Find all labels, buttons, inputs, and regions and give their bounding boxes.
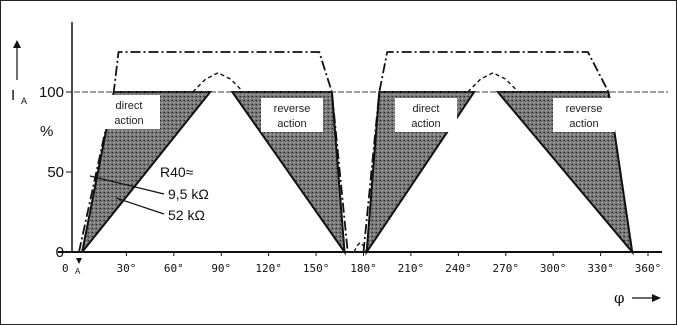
r40-annotation: R40≈ 9,5 kΩ 52 kΩ — [89, 164, 209, 223]
direct-action-line2: action — [114, 115, 143, 127]
x-tick-label: 360° — [635, 262, 662, 275]
y-axis-label: I — [11, 87, 15, 104]
x-tick-label: 180° — [350, 262, 377, 275]
origin-label: 0 — [62, 262, 69, 275]
x-tick-label: 210° — [398, 262, 425, 275]
y-axis-unit: % — [40, 123, 53, 140]
label-reverse-action-1: reverse action — [261, 98, 323, 132]
x-axis-label: φ — [614, 289, 625, 307]
r40-leader-high — [115, 197, 165, 215]
y-axis-label-group: I A % — [11, 40, 53, 140]
direct-action2-line1: direct — [413, 103, 440, 115]
r40-label: R40≈ — [160, 164, 194, 180]
x-tick-label: 30° — [116, 262, 136, 275]
series-line-dash-dot-1 — [78, 51, 349, 253]
y-tick-label: 50 — [47, 164, 64, 181]
r40-high-value: 52 kΩ — [168, 207, 205, 223]
y-tick-label: 100 — [39, 84, 64, 101]
r40-low-value: 9,5 kΩ — [168, 186, 209, 202]
y-tick-labels: 0 50 100 — [39, 84, 72, 261]
x-tick-label: 90° — [211, 262, 231, 275]
x-tick-label: 270° — [493, 262, 520, 275]
x-axis-label-group: φ — [614, 289, 661, 307]
reverse-action-line1: reverse — [274, 103, 311, 115]
x-arrow-head-icon — [652, 294, 661, 302]
label-direct-action-1: direct action — [99, 95, 160, 129]
series-line-dashed-2 — [467, 72, 519, 93]
y-arrow-head-icon — [13, 40, 21, 48]
x-tick-label: 120° — [255, 262, 282, 275]
origin-marker-label: A — [75, 267, 81, 276]
x-tick-label: 300° — [540, 262, 567, 275]
x-tick-label: 150° — [303, 262, 330, 275]
origin-marker-icon — [76, 258, 82, 264]
direct-action-line1: direct — [116, 100, 143, 112]
x-tick-label: 240° — [445, 262, 472, 275]
y-axis-label-sub: A — [21, 96, 27, 106]
reverse-action2-line2: action — [569, 118, 598, 130]
reverse-action2-line1: reverse — [566, 103, 603, 115]
x-tick-label: 60° — [164, 262, 184, 275]
x-tick-label: 330° — [587, 262, 614, 275]
label-direct-action-2: direct action — [395, 98, 457, 132]
x-tick-labels: 30° 60° 90° 120° 150° 180° 210° 240° 270° 300° 330… — [116, 252, 661, 275]
direct-action2-line2: action — [411, 118, 440, 130]
r40-leader-low — [89, 175, 165, 195]
reverse-action-line2: action — [277, 118, 306, 130]
shaded-region-1 — [81, 91, 213, 253]
series-line-dashed-1 — [192, 72, 244, 93]
y-tick-label: 0 — [56, 244, 64, 261]
label-reverse-action-2: reverse action — [553, 98, 615, 132]
